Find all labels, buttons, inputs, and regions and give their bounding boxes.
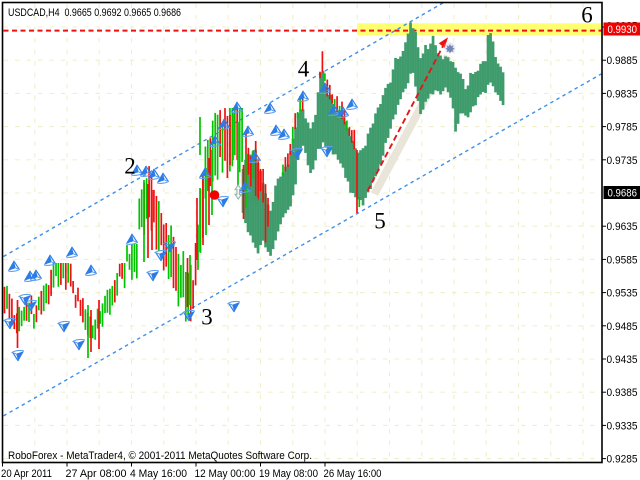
svg-text:4 May 16:00: 4 May 16:00 [130, 468, 187, 480]
svg-text:20 Apr 2011: 20 Apr 2011 [1, 468, 52, 480]
svg-text:6: 6 [581, 3, 593, 28]
svg-text:0.9885: 0.9885 [607, 55, 638, 67]
svg-text:0.9835: 0.9835 [607, 88, 638, 100]
svg-text:0.9385: 0.9385 [607, 387, 638, 399]
svg-text:5: 5 [374, 209, 386, 234]
svg-text:0.9785: 0.9785 [607, 122, 638, 134]
svg-text:2: 2 [124, 154, 136, 179]
svg-text:0.9735: 0.9735 [607, 155, 638, 167]
svg-text:0.9335: 0.9335 [607, 420, 638, 432]
svg-text:0.9435: 0.9435 [607, 354, 638, 366]
svg-text:4: 4 [298, 57, 310, 82]
svg-text:0.9585: 0.9585 [607, 254, 638, 266]
svg-text:3: 3 [201, 305, 213, 330]
svg-text:12 May 00:00: 12 May 00:00 [195, 468, 256, 480]
svg-text:RoboForex - MetaTrader4, © 200: RoboForex - MetaTrader4, © 2001-2011 Met… [8, 450, 312, 462]
svg-text:0.9535: 0.9535 [607, 288, 638, 300]
svg-text:USDCAD,H4 0.9665 0.9692 0.966: USDCAD,H4 0.9665 0.9692 0.9665 0.9686 [8, 7, 181, 19]
svg-text:0.9635: 0.9635 [607, 221, 638, 233]
svg-text:0.9485: 0.9485 [607, 321, 638, 333]
svg-text:0.9686: 0.9686 [608, 188, 638, 200]
svg-text:0.9930: 0.9930 [608, 24, 638, 36]
svg-text:19 May 08:00: 19 May 08:00 [259, 468, 318, 480]
svg-text:27 Apr 08:00: 27 Apr 08:00 [66, 468, 127, 480]
svg-text:26 May 16:00: 26 May 16:00 [324, 468, 382, 480]
svg-text:0.9285: 0.9285 [607, 454, 638, 466]
